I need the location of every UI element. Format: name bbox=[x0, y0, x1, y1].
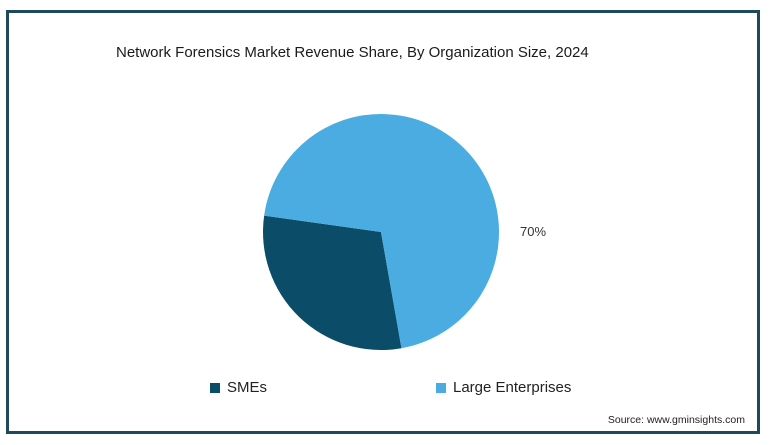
pie-slice-large-enterprises bbox=[264, 114, 500, 349]
pie-slice-smes bbox=[263, 215, 402, 351]
legend: SMEs Large Enterprises bbox=[0, 379, 775, 401]
legend-swatch-large-enterprises bbox=[436, 382, 446, 393]
legend-label-large-enterprises: Large Enterprises bbox=[453, 379, 572, 396]
chart-title: Network Forensics Market Revenue Share, … bbox=[116, 44, 589, 61]
legend-item-smes: SMEs bbox=[210, 379, 267, 396]
source-note: Source: www.gminsights.com bbox=[607, 414, 745, 426]
legend-item-large-enterprises: Large Enterprises bbox=[436, 379, 571, 396]
data-label-large-enterprises: 70% bbox=[520, 224, 546, 239]
legend-label-smes: SMEs bbox=[227, 379, 268, 396]
legend-swatch-smes bbox=[210, 382, 220, 393]
